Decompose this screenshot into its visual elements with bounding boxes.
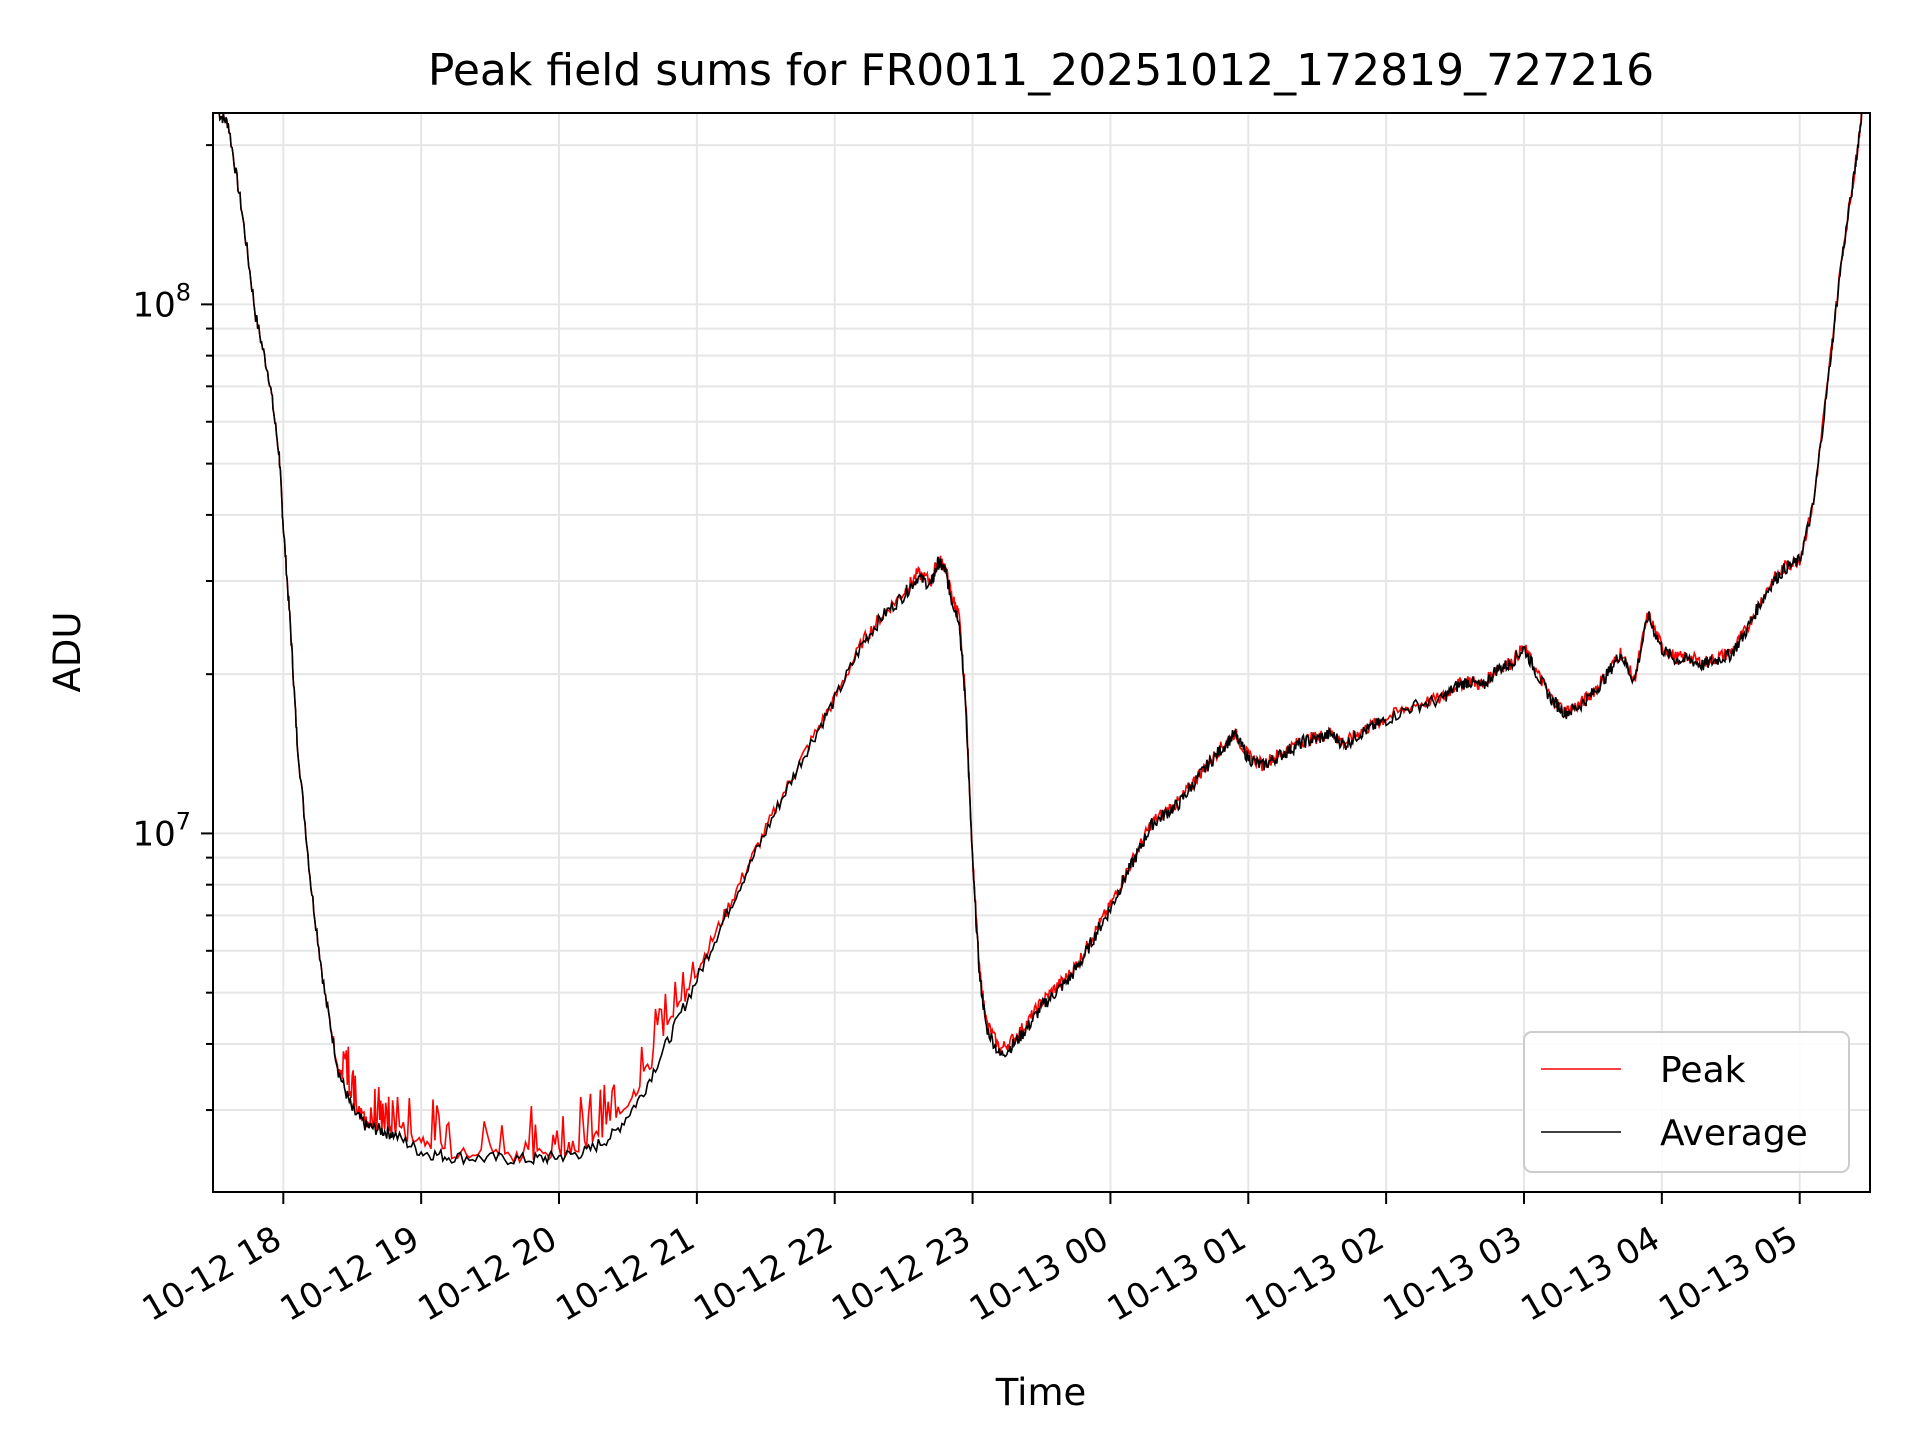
chart-title: Peak field sums for FR0011_20251012_1728…: [428, 45, 1654, 96]
plot-frame: [212, 112, 1871, 1193]
legend: Peak Average: [1523, 1031, 1850, 1173]
legend-box: [1523, 1031, 1850, 1173]
y-axis-label: ADU: [46, 612, 89, 693]
average-series-line: [218, 113, 1863, 1166]
legend-label-peak: Peak: [1660, 1050, 1746, 1091]
y-tick-label: 108: [132, 278, 191, 325]
y-grid: [213, 144, 1870, 1112]
x-axis-label: Time: [995, 1371, 1087, 1414]
y-axis: 107 108: [132, 144, 213, 1112]
y-tick-label: 107: [132, 807, 191, 854]
legend-label-average: Average: [1660, 1113, 1808, 1154]
